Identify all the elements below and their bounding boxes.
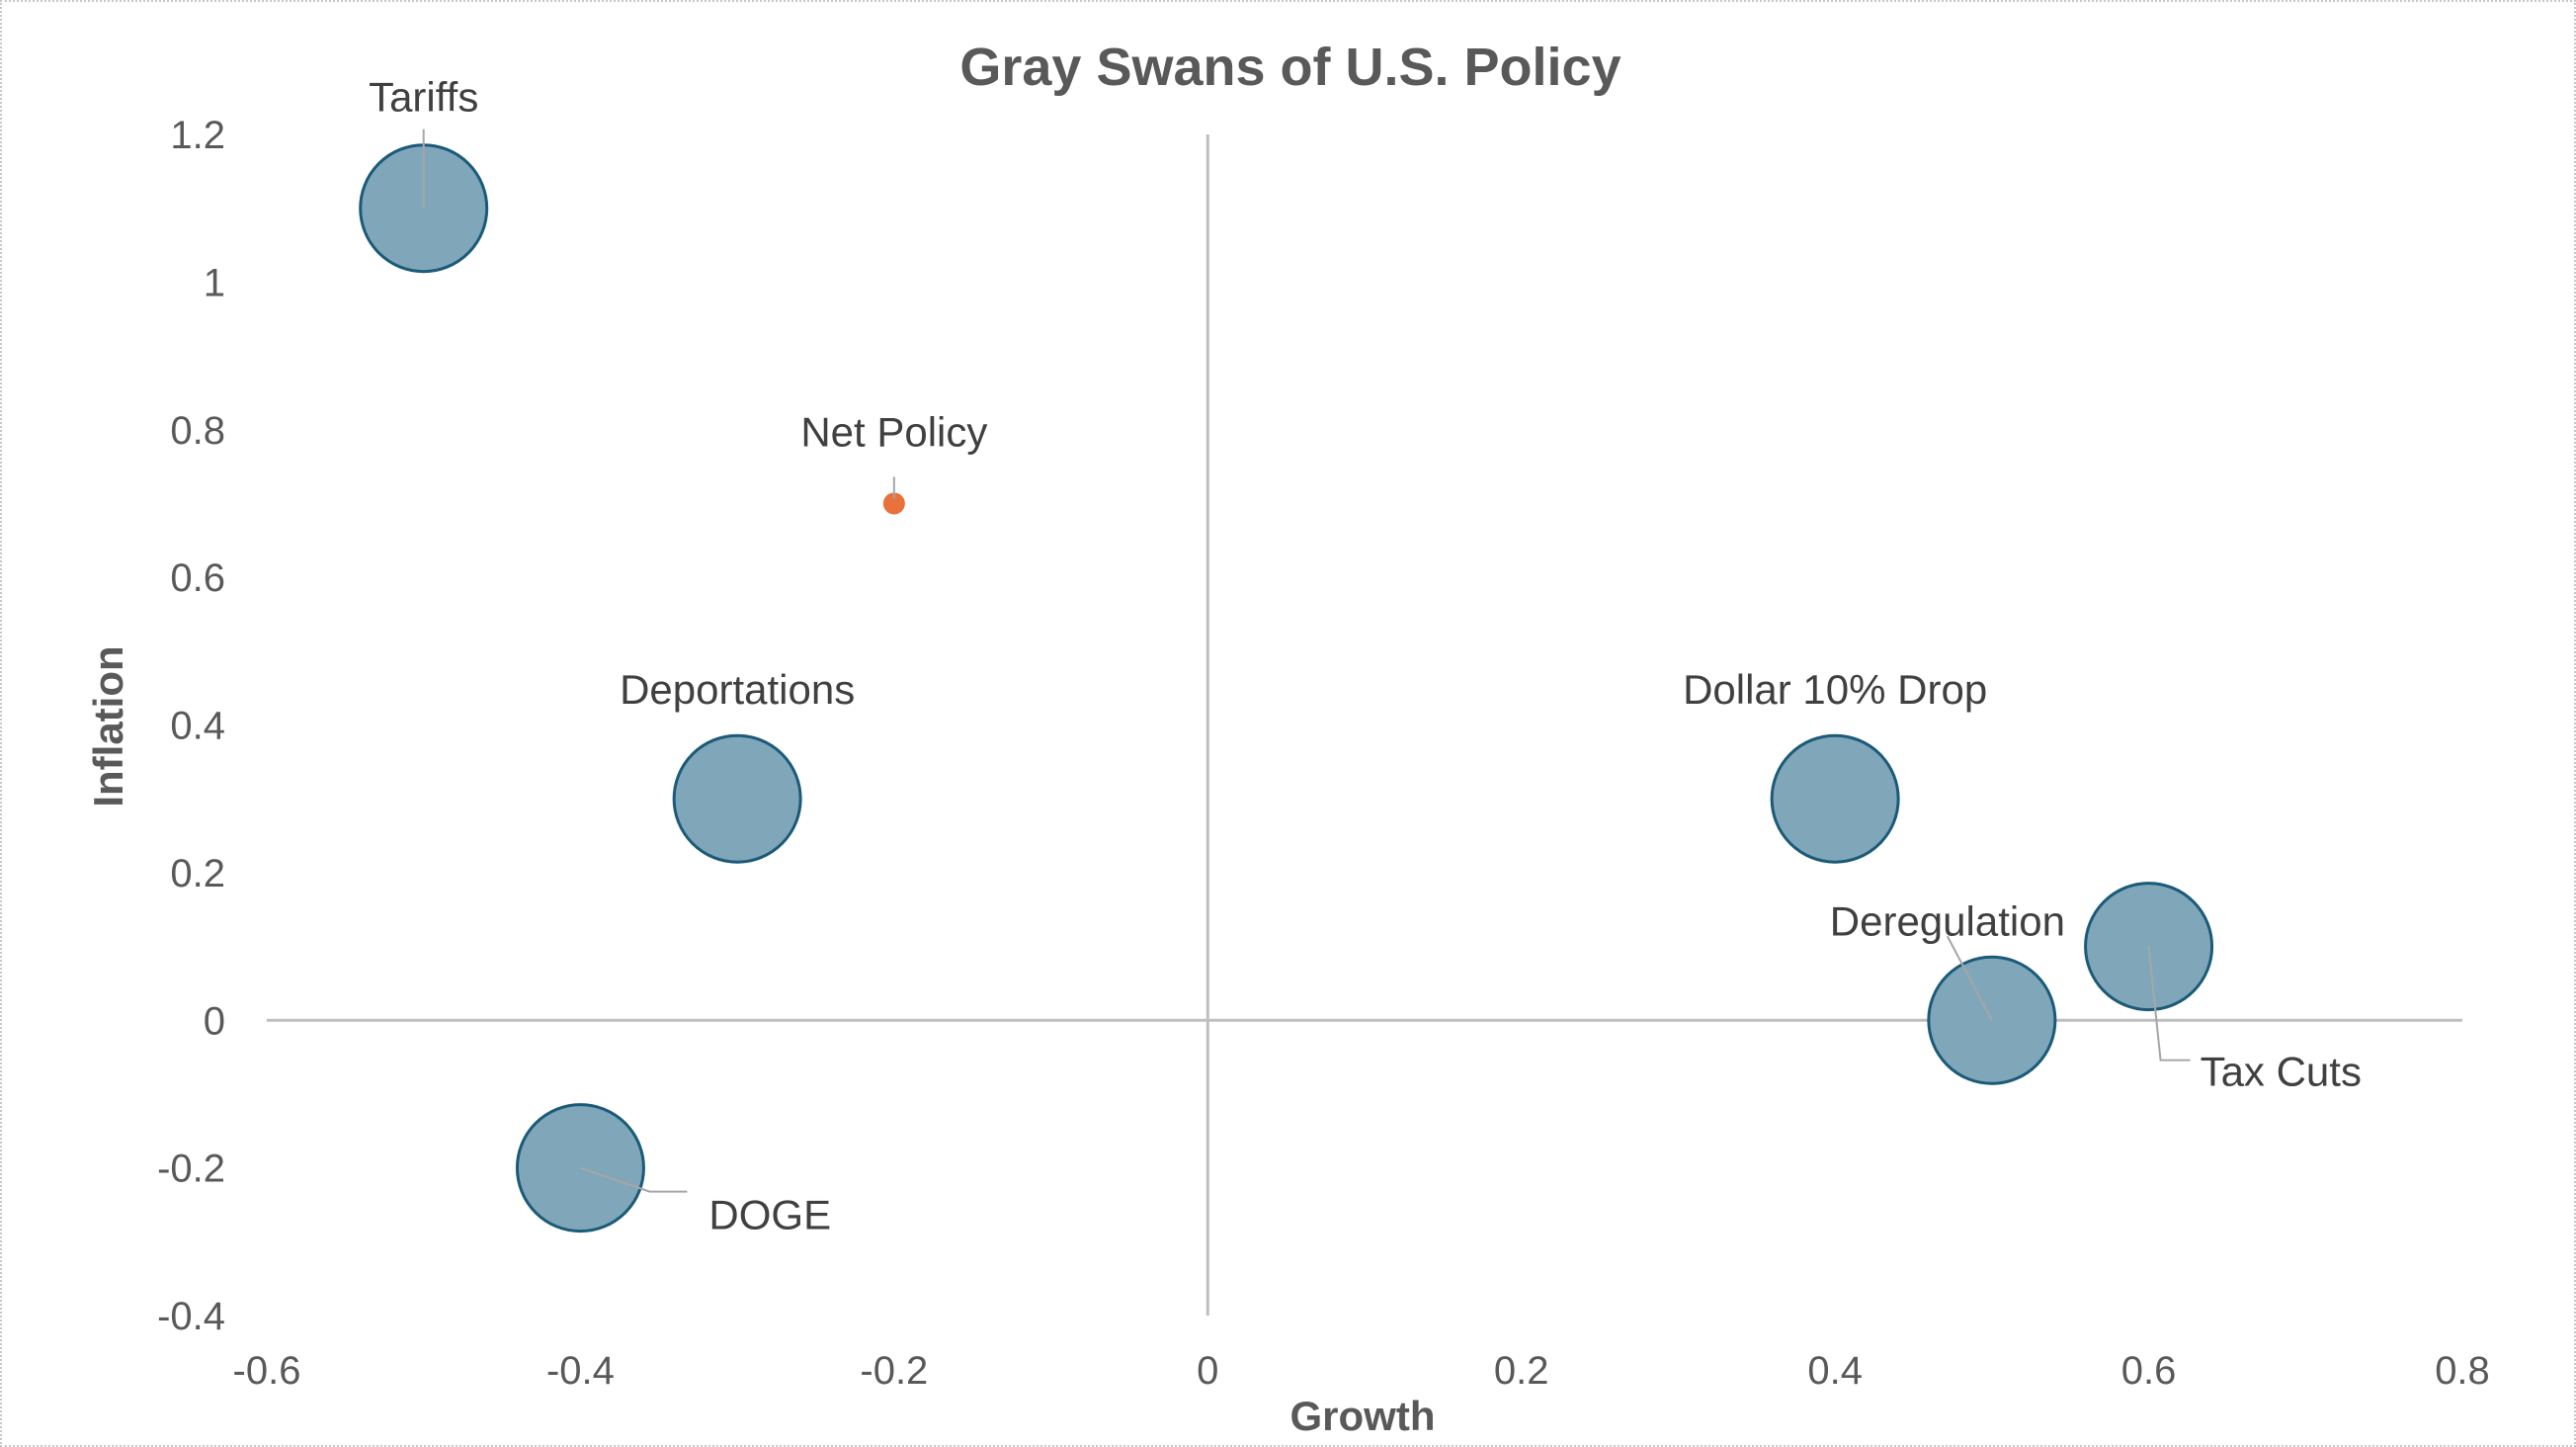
leader-line <box>1946 935 1993 1021</box>
data-label: Net Policy <box>800 408 987 455</box>
y-tick-label: -0.2 <box>157 1148 225 1191</box>
y-tick-label: 0.4 <box>170 705 225 748</box>
data-label: Deregulation <box>1830 897 2065 944</box>
y-tick-label: 0.6 <box>170 556 225 600</box>
y-tick-label: -0.4 <box>157 1295 225 1338</box>
x-tick-label: 0 <box>1197 1349 1218 1393</box>
y-tick-label: 1 <box>204 261 225 304</box>
y-tick-label: 0 <box>204 999 225 1043</box>
leader-line <box>580 1166 688 1193</box>
chart-title: Gray Swans of U.S. Policy <box>959 38 1620 97</box>
net-policy-point <box>882 492 905 515</box>
leader-line <box>2147 946 2191 1062</box>
x-tick-label: 0.4 <box>1807 1349 1863 1393</box>
bubble <box>1770 733 1900 864</box>
data-label: Deportations <box>620 666 855 713</box>
x-tick-label: -0.6 <box>233 1349 301 1393</box>
data-label: Tariffs <box>369 74 478 121</box>
bubble <box>672 733 802 864</box>
data-label: Tax Cuts <box>2201 1049 2362 1095</box>
x-tick-label: -0.4 <box>546 1349 615 1393</box>
data-labels: Tariffs Deportations DOGE Dollar 10% Drop De… <box>369 74 2362 1238</box>
x-tick-label: 0.8 <box>2435 1349 2490 1393</box>
x-axis-title: Growth <box>1290 1393 1436 1439</box>
data-label: Dollar 10% Drop <box>1683 666 1987 713</box>
y-tick-label: 0.8 <box>170 409 225 453</box>
x-tick-label: 0.6 <box>2121 1349 2177 1393</box>
data-label: DOGE <box>708 1192 831 1238</box>
x-tick-label: 0.2 <box>1494 1349 1549 1393</box>
y-tick-label: 0.2 <box>170 852 225 895</box>
leader-lines <box>422 128 2191 1193</box>
y-tick-label: 1.2 <box>170 114 225 157</box>
y-axis-title: Inflation <box>85 645 131 807</box>
axes-layer: -0.6 -0.4 -0.2 0 0.2 0.4 0.6 0.8-0.4-0.200.20.4… <box>157 114 2490 1393</box>
x-tick-label: -0.2 <box>860 1349 928 1393</box>
